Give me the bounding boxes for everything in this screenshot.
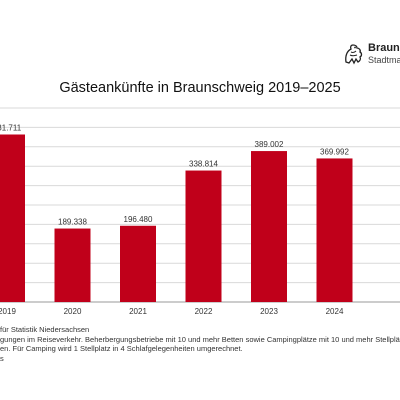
bar-2023 (251, 151, 287, 302)
value-label-2020: 189.338 (58, 218, 87, 227)
value-label-2024: 369.992 (320, 147, 349, 156)
value-label-2023: 389.002 (255, 140, 284, 149)
x-tick-2023: 2023 (260, 307, 278, 316)
value-labels: 431.711 189.338 196.480 338.814 389.002 369.9… (0, 123, 350, 226)
bars (0, 134, 353, 302)
bar-2020 (54, 228, 91, 302)
footnote-extra: s (0, 353, 4, 363)
x-tick-2024: 2024 (326, 307, 344, 316)
footnote-camping: en. Für Camping wird 1 Stellplatz in 4 S… (0, 344, 243, 353)
logo-title: Brauns (368, 42, 400, 54)
value-label-2019: 431.711 (0, 123, 22, 132)
value-label-2022: 338.814 (189, 160, 218, 169)
x-tick-2020: 2020 (64, 307, 82, 316)
braunschweig-lion-icon (345, 44, 363, 65)
bar-2022 (185, 170, 222, 302)
x-tick-labels: 2019 2020 2021 2022 2023 2024 (0, 307, 344, 316)
bar-chart: 431.711 189.338 196.480 338.814 389.002 369.9… (0, 107, 400, 316)
logo-subtitle: Stadtmark (368, 55, 400, 65)
x-tick-2022: 2022 (195, 307, 213, 316)
bar-2019 (0, 134, 25, 302)
bar-2024 (316, 158, 353, 302)
value-label-2021: 196.480 (124, 215, 153, 224)
footnote-definition: gungen im Reiseverkehr. Beherbergungsbet… (0, 334, 400, 344)
brand-logo: Brauns Stadtmark (340, 40, 400, 70)
x-tick-2021: 2021 (129, 307, 147, 316)
footnotes: für Statistik Niedersachsen gungen im Re… (0, 325, 400, 363)
bar-2021 (120, 225, 156, 302)
chart-title: Gästeankünfte in Braunschweig 2019–2025 (59, 80, 341, 96)
footnote-source: für Statistik Niedersachsen (0, 325, 90, 334)
x-tick-2019: 2019 (0, 307, 16, 316)
